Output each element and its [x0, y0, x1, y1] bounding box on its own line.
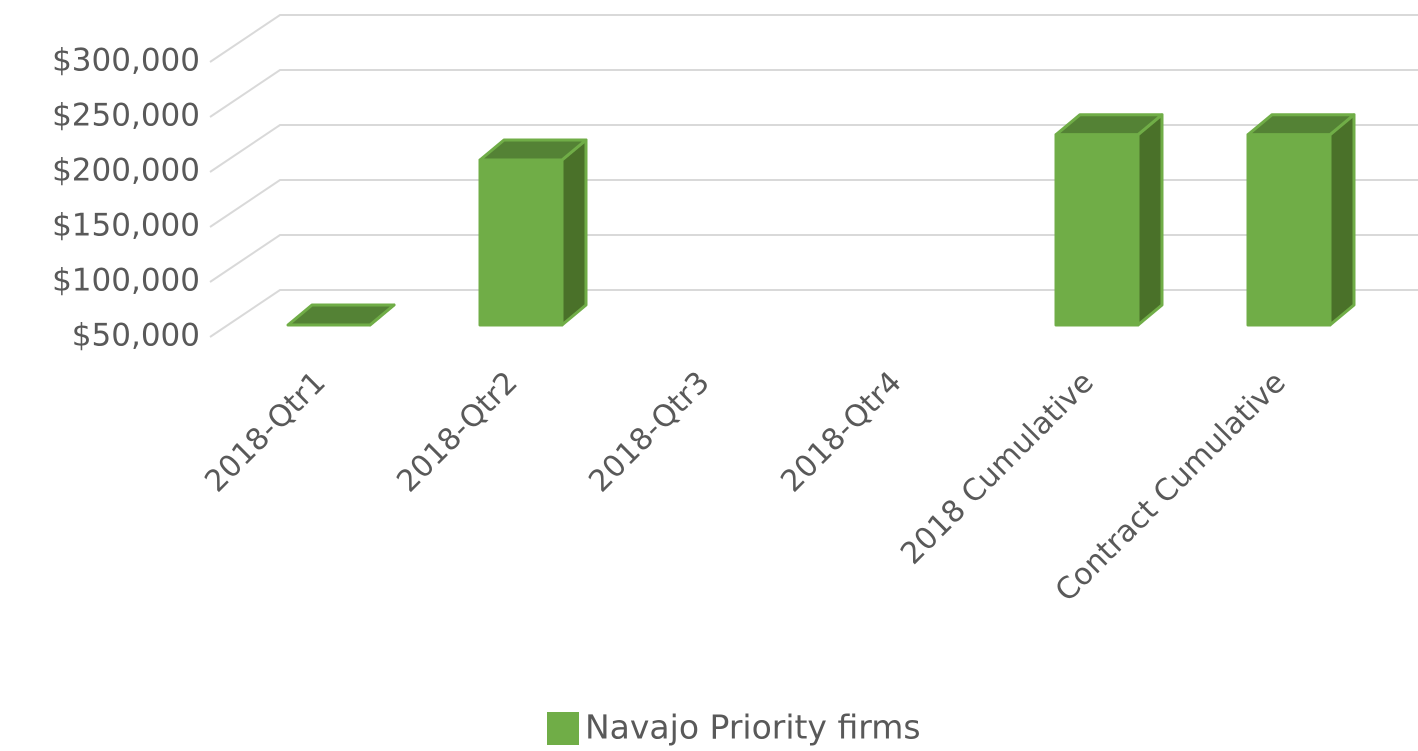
- bar-face: [1054, 133, 1140, 327]
- x-tick-label: 2018-Qtr2: [390, 365, 524, 499]
- bar-face: [560, 138, 588, 327]
- legend-swatch: [547, 712, 579, 745]
- bar: [478, 138, 588, 327]
- y-tick-label: $300,000: [52, 43, 200, 79]
- grid-line: [209, 289, 1418, 338]
- grid-line: [209, 179, 1418, 228]
- bar-face: [286, 303, 396, 327]
- grid-line: [209, 234, 1418, 283]
- grid-line: [209, 124, 1418, 173]
- bar-face: [1136, 113, 1164, 327]
- bar: [1246, 113, 1356, 327]
- x-tick-label: 2018-Qtr4: [774, 365, 908, 499]
- bar-face: [1328, 113, 1356, 327]
- y-tick-label: $200,000: [52, 153, 200, 189]
- x-tick-label: 2018 Cumulative: [894, 365, 1101, 572]
- bar: [1054, 113, 1164, 327]
- bar-face: [478, 158, 564, 327]
- y-tick-label: $250,000: [52, 98, 200, 134]
- y-tick-label: $150,000: [52, 208, 200, 244]
- grid-line: [209, 14, 1418, 63]
- legend-label: Navajo Priority firms: [585, 708, 921, 747]
- bar: [286, 303, 396, 327]
- x-tick-label: 2018-Qtr3: [582, 365, 716, 499]
- y-tick-label: $50,000: [72, 318, 200, 354]
- grid-line: [209, 69, 1418, 118]
- bar-face: [1246, 133, 1332, 327]
- y-tick-label: $100,000: [52, 263, 200, 299]
- x-tick-label: 2018-Qtr1: [198, 365, 332, 499]
